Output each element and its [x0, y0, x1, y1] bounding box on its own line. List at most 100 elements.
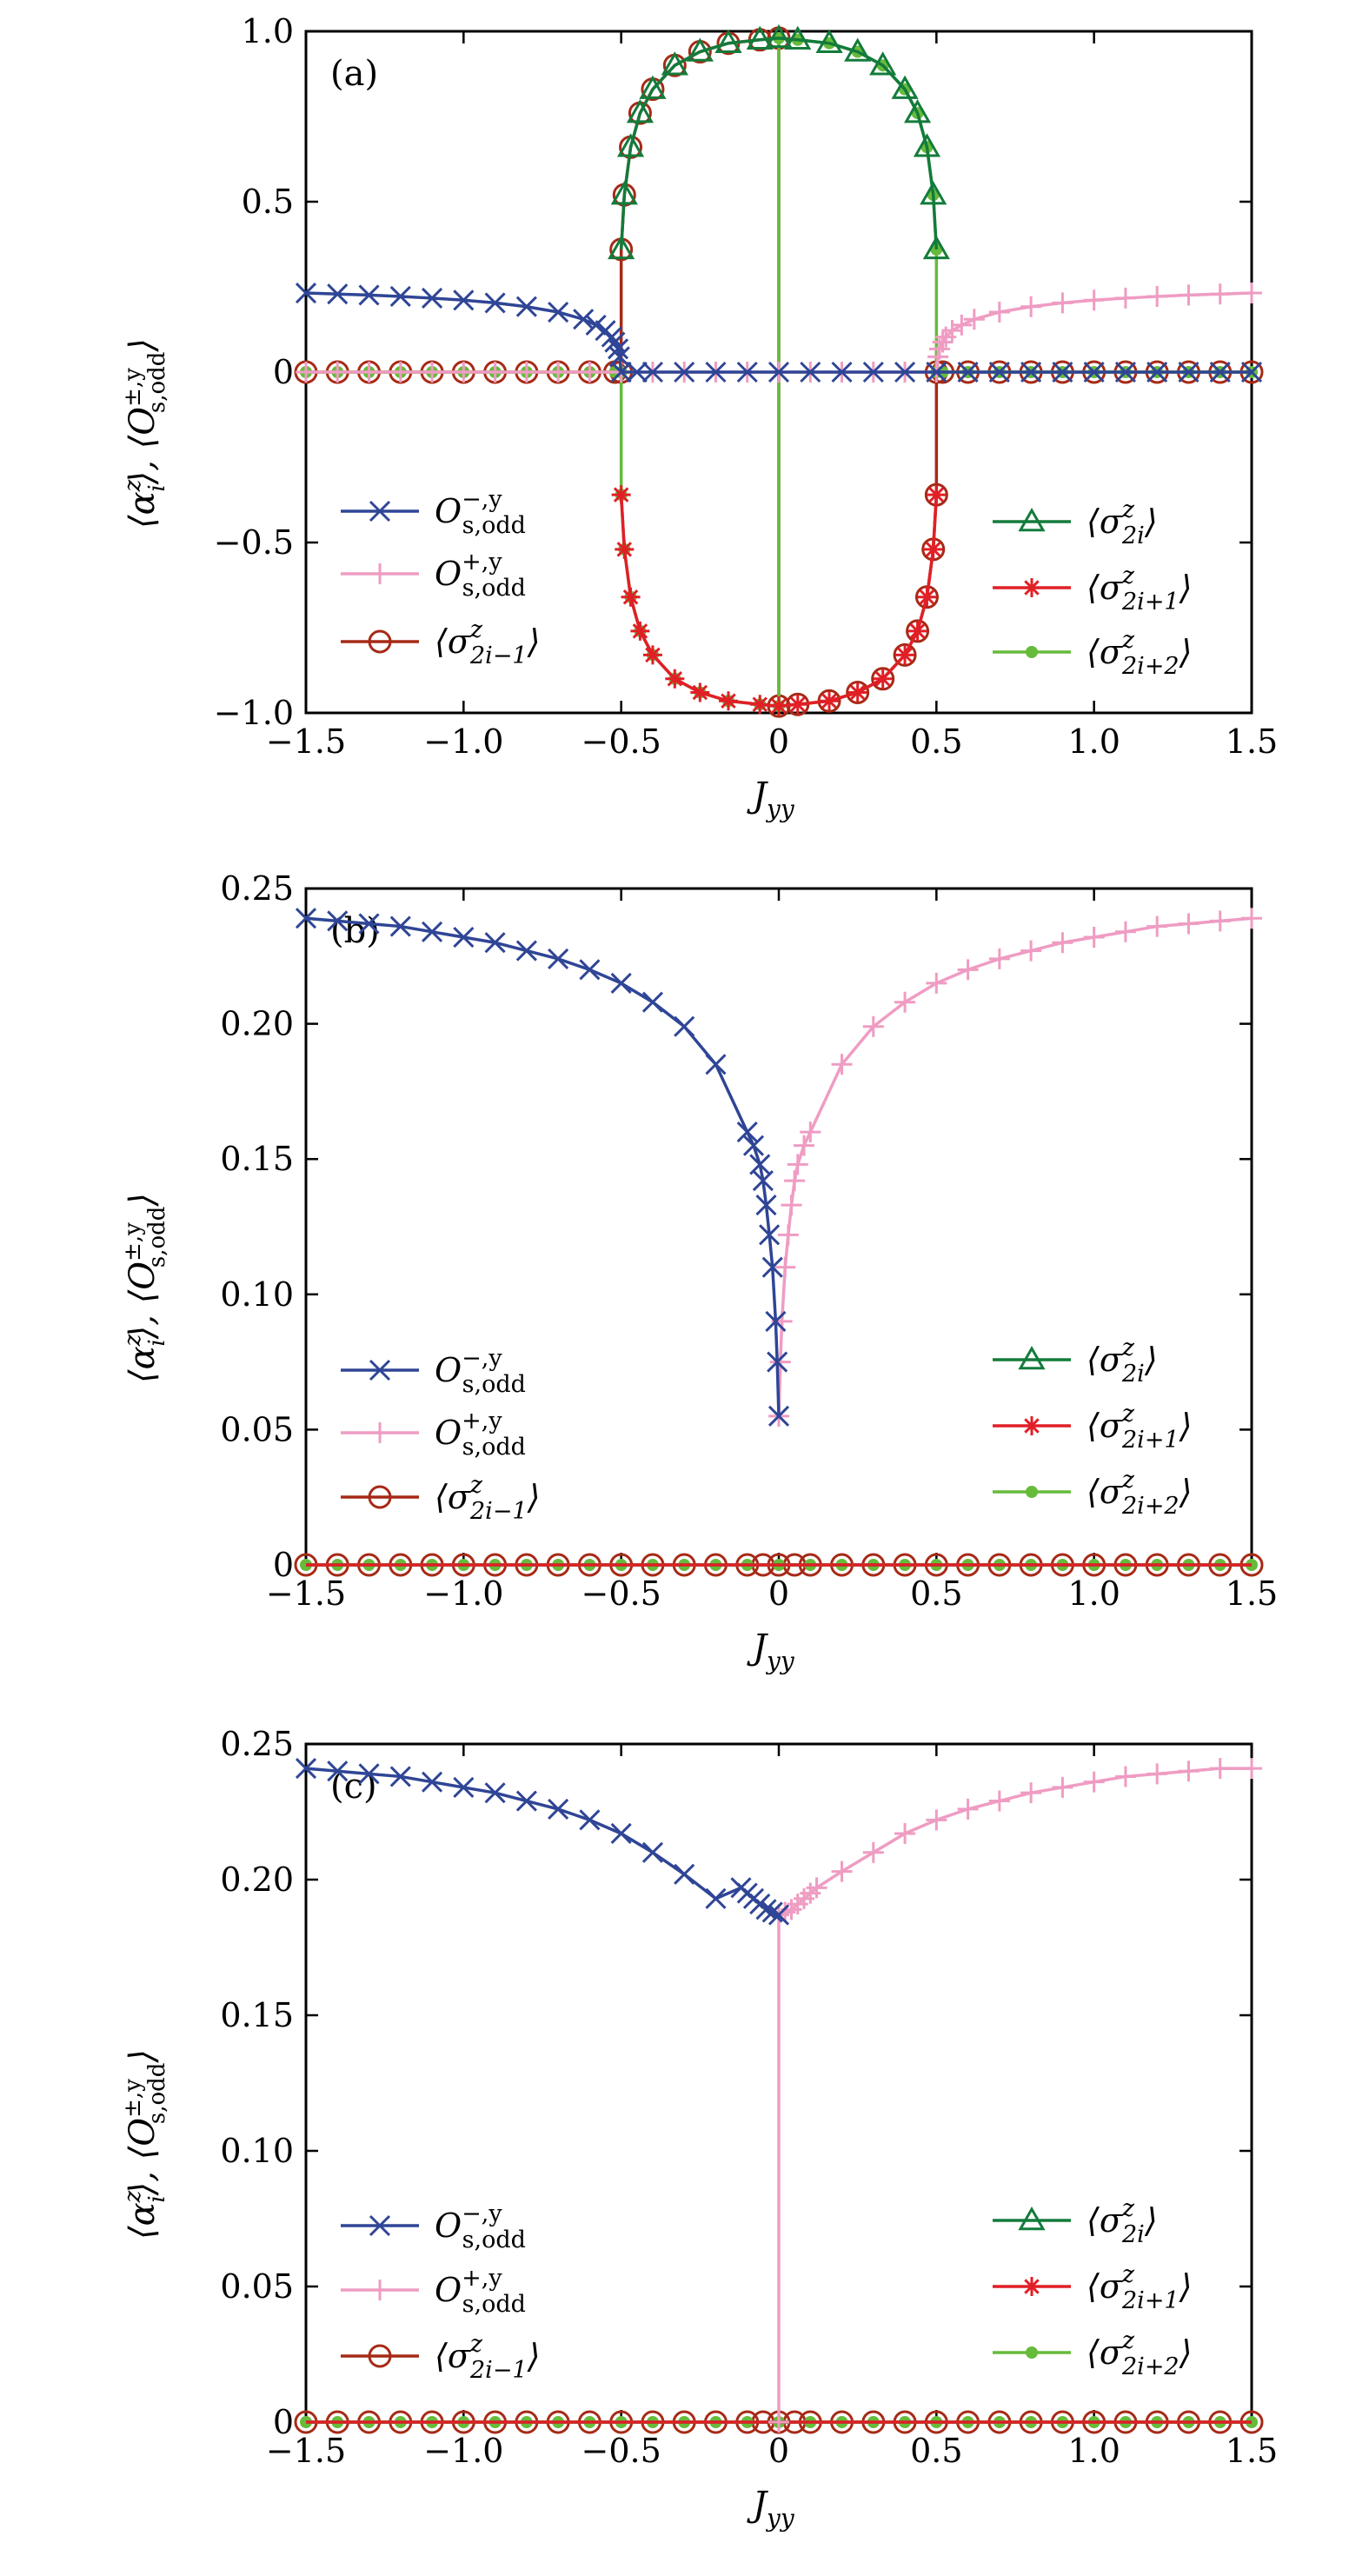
data-point-Ominus: [641, 991, 663, 1013]
series-line-Ominus: [305, 291, 1252, 374]
legend-text-Oplus: O+,y s,odd: [435, 1408, 526, 1461]
data-point-Ominus: [1209, 361, 1231, 383]
data-point-Ominus: [585, 314, 607, 336]
data-point-Oplus: [988, 1790, 1010, 1812]
data-point-Ominus: [610, 1822, 632, 1845]
data-point-Oplus: [1020, 940, 1042, 962]
data-point-Oplus: [327, 362, 349, 383]
legend-entry-Ominus: O−,y s,odd: [341, 1345, 526, 1398]
legend-marker-Ominus: [369, 500, 391, 523]
data-point-Oplus: [926, 972, 947, 994]
data-point-Ominus: [674, 361, 695, 383]
legend-entry-s2im1: ⟨σz 2i−1⟩: [341, 2331, 540, 2384]
x-tick-label: 0: [768, 2432, 789, 2470]
data-point-s2ip1: [927, 485, 947, 505]
legend-marker-s2i: [1018, 2206, 1046, 2231]
legend-entry-s2im1: ⟨σz 2i−1⟩: [341, 1472, 540, 1525]
data-point-Ominus: [515, 1790, 537, 1812]
data-point-Ominus: [705, 1054, 727, 1075]
legend-marker-s2ip1: [1022, 578, 1041, 597]
data-point-Ominus: [453, 1776, 475, 1798]
x-tick-label: 0: [768, 722, 789, 761]
data-point-Ominus: [515, 296, 537, 317]
x-tick-label: −0.5: [581, 2432, 661, 2470]
legend-text-s2ip2: ⟨σz 2i+2⟩: [1087, 2327, 1192, 2380]
data-point-s2ip1: [907, 621, 927, 641]
data-point-Oplus: [1114, 287, 1136, 309]
legend-text-Oplus: O+,y s,odd: [435, 2265, 526, 2318]
data-point-Ominus: [515, 940, 537, 962]
data-point-Ominus: [548, 948, 569, 969]
x-tick-label: −0.5: [581, 722, 661, 761]
data-point-s2ip1: [750, 695, 770, 715]
legend-marker-s2im1: [368, 629, 392, 654]
y-tick-label: −0.5: [214, 523, 294, 562]
data-point-Ominus: [548, 1798, 569, 1820]
data-point-s2i: [784, 25, 812, 50]
data-point-s2ip1: [820, 691, 840, 711]
data-point-Ominus: [957, 361, 979, 383]
x-axis-label: Jyy: [747, 2485, 795, 2533]
chart-panel-c: −1.5 −1.0 −0.5 0 0.5 1.0 1.5 0 0.05 0.10 0.15 0.20 0…: [120, 1725, 1278, 2533]
legend-entry-s2ip2: ⟨σz 2i+2⟩: [993, 1467, 1192, 1520]
data-point-s2i: [844, 37, 872, 62]
series-line-Oplus: [777, 1767, 1252, 2422]
data-point-Ominus: [601, 326, 622, 348]
data-point-s2i: [920, 181, 947, 205]
data-point-Ominus: [626, 361, 648, 383]
legend-text-Ominus: O−,y s,odd: [435, 2200, 526, 2253]
data-point-Oplus: [296, 362, 316, 383]
legend-entry-s2ip2: ⟨σz 2i+2⟩: [993, 627, 1192, 680]
data-point-s2ip1: [847, 682, 867, 702]
legend-entry-s2i: ⟨σz 2i⟩: [993, 496, 1158, 549]
data-point-Oplus: [777, 1224, 799, 1246]
data-point-Ominus: [422, 921, 443, 942]
data-point-s2ip1: [665, 669, 685, 689]
legend-text-s2ip1: ⟨σz 2i+1⟩: [1087, 2261, 1192, 2314]
series-Ominus: [295, 908, 790, 1427]
data-point-Ominus: [579, 1809, 601, 1831]
data-point-Oplus: [862, 1015, 884, 1037]
data-point-Oplus: [579, 362, 601, 383]
data-point-Oplus: [1209, 1758, 1231, 1780]
data-point-s2ip1: [630, 621, 650, 641]
data-point-Oplus: [988, 302, 1010, 323]
data-point-Oplus: [831, 1054, 853, 1075]
data-point-Oplus: [1178, 913, 1200, 935]
data-point-Oplus: [1020, 1782, 1042, 1804]
data-point-Ominus: [389, 285, 411, 308]
data-point-Ominus: [295, 282, 317, 304]
data-point-s2i: [891, 75, 919, 99]
series-Oplus: [768, 1758, 1262, 2433]
data-point-Oplus: [831, 1860, 853, 1882]
data-point-s2ip1: [611, 485, 631, 505]
legend-text-Oplus: O+,y s,odd: [435, 549, 526, 602]
data-point-s2i: [913, 133, 941, 157]
legend-marker-s2ip2: [1026, 2346, 1038, 2359]
data-point-Oplus: [941, 320, 963, 342]
data-point-Ominus: [768, 361, 790, 383]
x-tick-label: 1.5: [1226, 722, 1278, 761]
data-point-s2im1: [893, 642, 917, 667]
legend-text-s2ip2: ⟨σz 2i+2⟩: [1087, 627, 1192, 680]
data-point-Oplus: [932, 331, 954, 353]
legend: O−,y s,odd O+,y s,odd ⟨σz 2i−1⟩ ⟨σz 2i⟩ ⟨σz 2i+1⟩…: [341, 2195, 1192, 2384]
data-point-Ominus: [862, 361, 884, 383]
data-point-s2i: [686, 37, 714, 62]
y-tick-label: −1.0: [214, 694, 294, 732]
legend-marker-s2im1: [368, 1485, 392, 1509]
legend-text-Ominus: O−,y s,odd: [435, 486, 526, 539]
legend-entry-Ominus: O−,y s,odd: [341, 486, 526, 539]
y-tick-label: 0.15: [220, 1140, 294, 1178]
data-point-Oplus: [894, 1822, 916, 1844]
data-point-s2im1: [846, 680, 870, 704]
x-tick-label: 1.5: [1226, 2432, 1278, 2470]
data-point-s2ip1: [718, 691, 738, 711]
data-point-Oplus: [1146, 915, 1168, 937]
data-point-Oplus: [794, 1135, 815, 1156]
legend-text-s2i: ⟨σz 2i⟩: [1087, 2195, 1158, 2248]
legend-text-s2i: ⟨σz 2i⟩: [1087, 496, 1158, 549]
data-point-Ominus: [641, 361, 663, 383]
data-point-Ominus: [604, 331, 626, 353]
